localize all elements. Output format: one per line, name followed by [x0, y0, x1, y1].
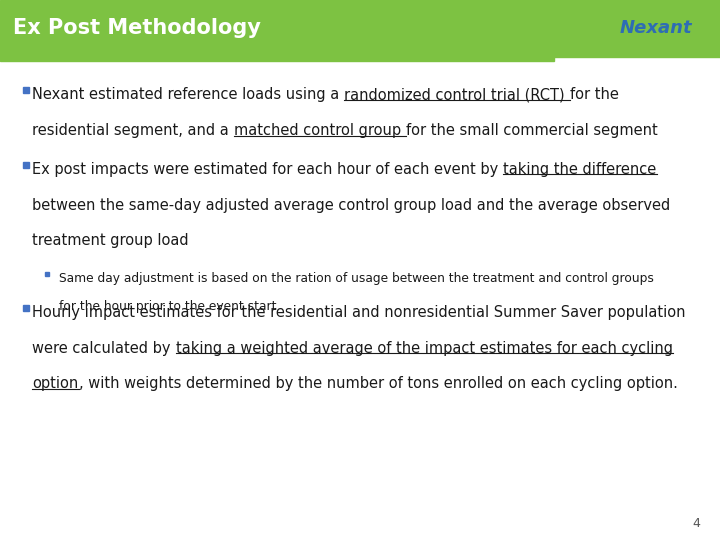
Text: taking the difference: taking the difference [503, 162, 657, 177]
Text: between the same-day adjusted average control group load and the average observe: between the same-day adjusted average co… [32, 198, 670, 213]
Bar [0, 0, 720, 57]
Bar [0, 57, 554, 61]
Text: matched control group: matched control group [234, 123, 405, 138]
Text: Nexant: Nexant [620, 19, 693, 37]
Text: were calculated by: were calculated by [32, 341, 176, 356]
Text: Same day adjustment is based on the ration of usage between the treatment and co: Same day adjustment is based on the rati… [59, 272, 654, 285]
Text: Ex post impacts were estimated for each hour of each event by: Ex post impacts were estimated for each … [32, 162, 503, 177]
Text: ↻: ↻ [582, 19, 595, 37]
Text: for the small commercial segment: for the small commercial segment [405, 123, 657, 138]
Text: Ex Post Methodology: Ex Post Methodology [13, 18, 261, 38]
Text: Nexant estimated reference loads using a: Nexant estimated reference loads using a [32, 87, 344, 103]
Text: Hourly impact estimates for the residential and nonresidential Summer Saver popu: Hourly impact estimates for the resident… [32, 305, 686, 320]
Text: taking a weighted average of the impact estimates for each cycling: taking a weighted average of the impact … [176, 341, 672, 356]
Text: for the hour prior to the event start: for the hour prior to the event start [59, 300, 276, 313]
Text: for the: for the [570, 87, 618, 103]
Text: treatment group load: treatment group load [32, 233, 189, 248]
Text: residential segment, and a: residential segment, and a [32, 123, 234, 138]
Text: randomized control trial (RCT): randomized control trial (RCT) [344, 87, 570, 103]
Text: option: option [32, 376, 78, 392]
Text: 4: 4 [692, 517, 700, 530]
Text: , with weights determined by the number of tons enrolled on each cycling option.: , with weights determined by the number … [78, 376, 678, 392]
